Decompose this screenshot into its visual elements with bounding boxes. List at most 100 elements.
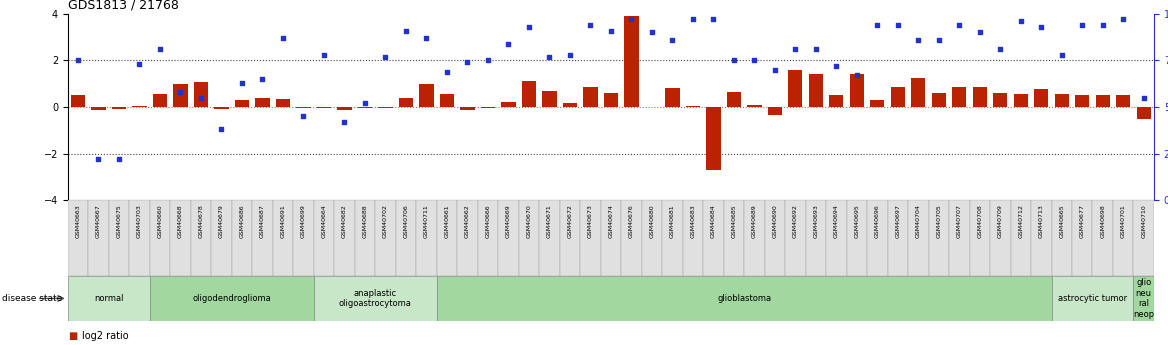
Bar [682,200,703,276]
Bar [130,200,150,276]
Text: GSM40695: GSM40695 [854,204,860,238]
Point [520,24,538,30]
Bar [68,200,89,276]
Bar [559,200,580,276]
Point [765,67,784,72]
Point [663,37,682,43]
Bar [580,200,600,276]
Point [745,58,764,63]
Text: GSM40705: GSM40705 [937,204,941,238]
Bar [112,107,126,109]
Text: GSM40713: GSM40713 [1038,204,1044,238]
Point [130,61,148,67]
Text: anaplastic
oligoastrocytoma: anaplastic oligoastrocytoma [339,289,411,308]
Point [376,54,395,59]
Bar [501,102,515,107]
Bar [150,200,171,276]
Text: GSM40693: GSM40693 [813,204,819,238]
Text: GSM40703: GSM40703 [137,204,142,238]
Text: GSM40677: GSM40677 [1079,204,1085,238]
Point [397,28,416,33]
Bar [703,200,724,276]
Bar [419,84,433,107]
Point [561,52,579,58]
Bar [665,88,680,107]
Text: GSM40686: GSM40686 [239,204,244,237]
Bar [621,200,641,276]
Text: GSM40697: GSM40697 [896,204,901,238]
Bar [416,200,437,276]
Point [868,22,887,28]
Text: GSM40668: GSM40668 [178,204,183,237]
Text: ■: ■ [68,331,77,341]
Bar [583,87,598,107]
Bar [1117,95,1131,107]
Point [704,17,723,22]
Point [540,54,558,59]
Point [724,58,743,63]
Bar [211,200,231,276]
Point [1114,17,1133,22]
Point [438,69,457,74]
Text: GSM40702: GSM40702 [383,204,388,238]
Bar [1113,200,1133,276]
Point [232,80,251,86]
Bar [460,107,474,110]
Text: GSM40674: GSM40674 [609,204,613,238]
Bar [91,107,105,110]
Bar [806,200,826,276]
Bar [929,200,950,276]
Bar [950,200,969,276]
Point [1031,24,1050,30]
Text: GSM40663: GSM40663 [76,204,81,238]
Bar [952,87,966,107]
Text: GSM40673: GSM40673 [588,204,593,238]
Bar [314,200,334,276]
Text: GSM40671: GSM40671 [547,204,551,238]
Text: GSM40678: GSM40678 [199,204,203,238]
Point [1011,19,1030,24]
Bar [847,200,867,276]
Text: glio
neu
ral
neop: glio neu ral neop [1133,278,1154,318]
Text: GSM40689: GSM40689 [752,204,757,238]
Bar [276,99,290,107]
Bar [911,78,925,107]
Point [110,156,128,162]
Text: GSM40698: GSM40698 [1100,204,1105,238]
Point [1134,95,1153,100]
Bar [396,200,416,276]
Text: GSM40669: GSM40669 [506,204,510,238]
Bar [1051,276,1133,321]
Point [642,30,661,35]
Text: GDS1813 / 21768: GDS1813 / 21768 [68,0,179,11]
Bar [826,200,847,276]
Point [1052,52,1071,58]
Point [806,47,825,52]
Bar [1133,200,1154,276]
Bar [1136,107,1150,119]
Bar [375,200,396,276]
Bar [522,81,536,107]
Text: GSM40699: GSM40699 [301,204,306,238]
Text: GSM40681: GSM40681 [670,204,675,237]
Bar [726,92,741,107]
Bar [932,93,946,107]
Bar [1092,200,1113,276]
Bar [707,107,721,170]
Bar [888,200,908,276]
Text: GSM40664: GSM40664 [321,204,326,238]
Bar [378,107,392,108]
Bar [481,107,495,108]
Bar [1034,89,1049,107]
Bar [829,95,843,107]
Text: astrocytic tumor: astrocytic tumor [1058,294,1127,303]
Text: GSM40679: GSM40679 [218,204,224,238]
Point [192,95,210,100]
Bar [891,87,905,107]
Bar [1096,95,1110,107]
Bar [641,200,662,276]
Text: GSM40710: GSM40710 [1141,204,1146,238]
Text: GSM40707: GSM40707 [957,204,961,238]
Text: GSM40690: GSM40690 [772,204,778,238]
Point [458,59,477,65]
